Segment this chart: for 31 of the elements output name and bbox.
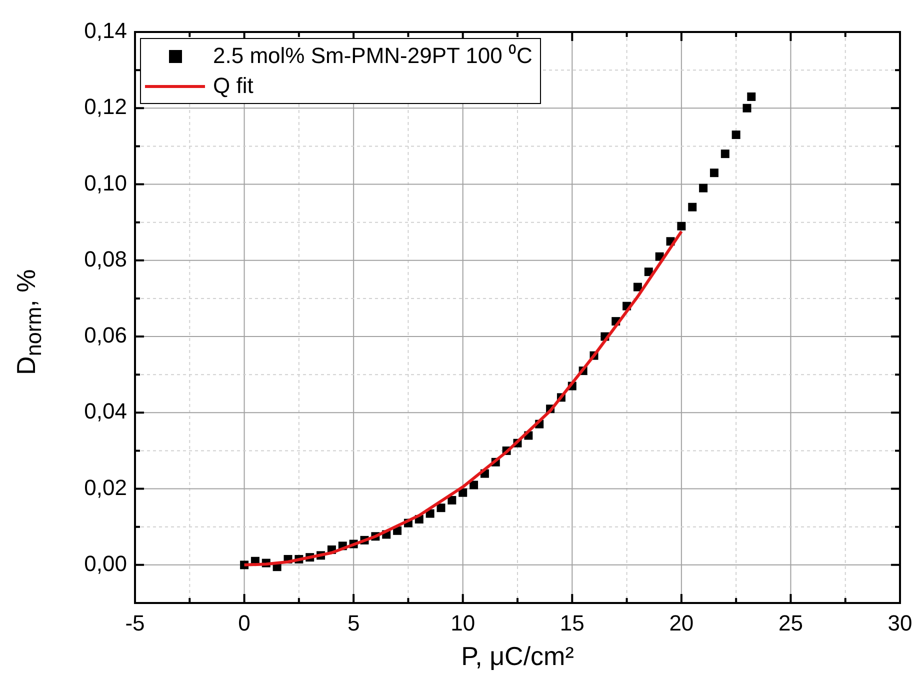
legend-label: Q fit (213, 72, 254, 100)
point (699, 184, 708, 192)
x-tick-label: 5 (347, 610, 360, 636)
point (436, 504, 446, 512)
x-tick-label: 25 (778, 610, 803, 636)
legend-label: 2.5 mol% Sm-PMN-29PT 100 ⁰C (213, 42, 532, 70)
x-tick-label: -5 (125, 610, 145, 636)
x-tick-label: 20 (669, 610, 694, 636)
point (677, 222, 686, 230)
point (710, 168, 718, 178)
point (448, 496, 456, 504)
y-tick-label: 0,04 (84, 398, 127, 424)
x-tick-label: 15 (560, 610, 584, 636)
x-tick-label: 30 (888, 610, 912, 636)
x-tick-label: 10 (450, 610, 476, 636)
point (732, 130, 740, 140)
y-tick-label: 0,06 (84, 322, 127, 348)
point (688, 202, 697, 212)
x-axis-title: P, μC/cm² (460, 641, 575, 671)
y-tick-label: 0,12 (84, 94, 127, 120)
point (747, 92, 756, 101)
point (458, 488, 468, 497)
point (720, 150, 730, 158)
y-tick-label: 0,08 (84, 246, 127, 272)
y-tick-label: 0,14 (84, 18, 127, 44)
x-tick-label: 0 (238, 610, 250, 636)
y-tick-label: 0,10 (84, 170, 127, 196)
y-tick-label: 0,00 (84, 550, 127, 576)
y-tick-label: 0,02 (84, 474, 127, 500)
point (742, 104, 752, 112)
point (633, 282, 642, 292)
